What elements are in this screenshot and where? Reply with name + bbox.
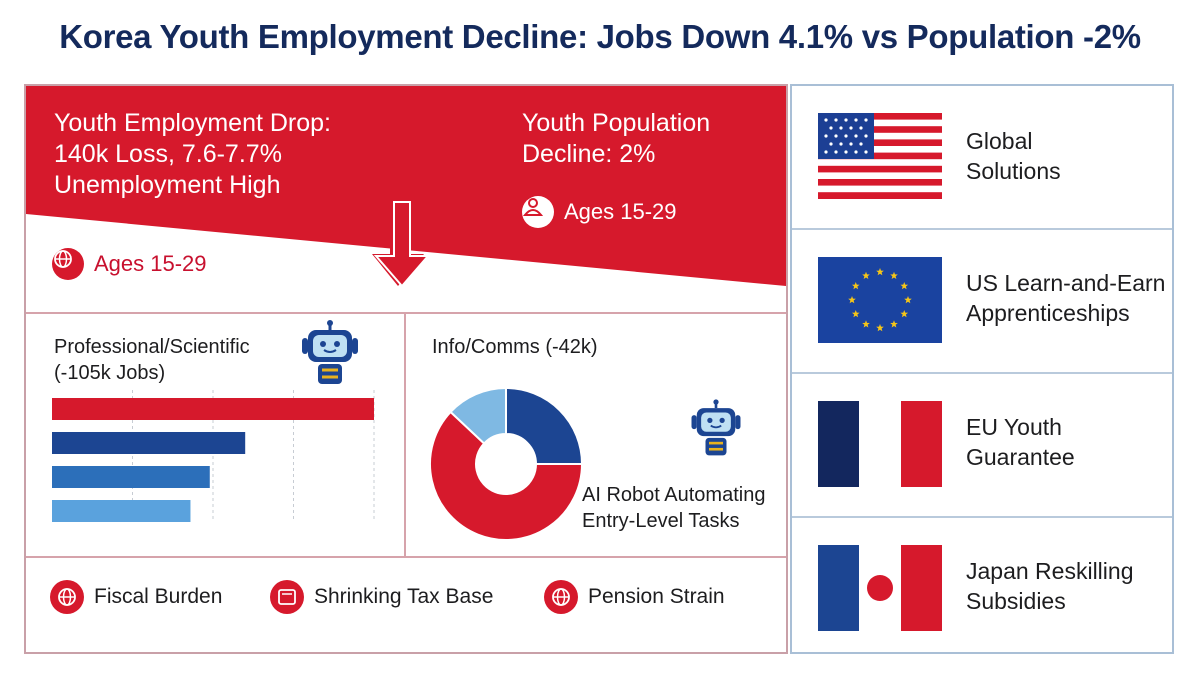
eu-flag-icon [818,257,942,343]
impact-label: Fiscal Burden [94,585,223,608]
professional-title-line-2: (-105k Jobs) [54,362,166,384]
robot-caption-line-2: Entry-Level Tasks [582,510,740,532]
france-flag-icon [818,401,942,487]
donut-slice [429,410,584,541]
employment-banner: Youth Employment Drop: 140k Loss, 7.6-7.… [26,86,786,314]
eu-star-icon [862,320,870,328]
bar-mark [52,432,246,454]
eu-star-icon [851,310,860,318]
impact-label: Shrinking Tax Base [314,585,494,608]
policy-separator [792,372,1172,374]
info-comms-title: Info/Comms (-42k) [432,336,598,358]
info-comms-donut-chart [429,386,584,541]
divider-middle [404,314,406,558]
japan-style-flag-icon [818,545,942,631]
robot-caption: AI Robot Automating Entry-Level Tasks [582,482,786,534]
bar-mark [52,398,374,420]
population-line-1: Youth Population [522,109,711,137]
globe-icon [52,248,84,280]
eu-star-icon [900,310,909,318]
policy-label-line-1: US Learn-and-Earn [966,270,1166,296]
policy-separator [792,228,1172,230]
divider-bottom [26,556,786,558]
banner-background [26,86,786,288]
eu-star-icon [890,320,898,328]
main-infographic-panel: Youth Employment Drop: 140k Loss, 7.6-7.… [24,84,788,654]
policy-solutions-panel: Global Solutions US Learn-and-Earn Appre… [790,84,1174,654]
eu-star-icon [904,296,912,304]
eu-star-icon [851,282,860,290]
policy-label: US Learn-and-Earn Apprenticeships [966,268,1166,328]
divider-top [26,312,786,314]
globe-icon [50,580,84,614]
employment-drop-line-3: Unemployment High [54,171,281,199]
population-decline-text: Youth Population Decline: 2% [522,108,782,170]
robot-caption-line-1: AI Robot Automating [582,484,766,506]
robot-icon [302,320,358,384]
policy-label-line-2: Subsidies [966,588,1066,614]
professional-scientific-title: Professional/Scientific (-105k Jobs) [54,334,250,386]
page-title: Korea Youth Employment Decline: Jobs Dow… [59,18,1141,55]
impact-fiscal-burden: Fiscal Burden [50,580,222,614]
impact-pension-strain: Pension Strain [544,580,725,614]
eu-star-icon [876,268,884,276]
ages-badge-left: Ages 15-29 [52,248,207,280]
eu-star-icon [876,324,884,332]
policy-label-line-1: EU Youth [966,414,1062,440]
ages-right-label: Ages 15-29 [564,199,677,224]
professional-bar-chart [52,390,375,522]
impact-shrinking-tax-base: Shrinking Tax Base [270,580,493,614]
policy-label: EU Youth Guarantee [966,412,1166,472]
professional-title-line-1: Professional/Scientific [54,336,250,358]
population-line-2: Decline: 2% [522,140,656,168]
eu-star-icon [862,271,870,279]
policy-label: Japan Reskilling Subsidies [966,556,1166,616]
impact-label: Pension Strain [588,585,725,608]
eu-star-icon [890,271,898,279]
policy-label-line-1: Japan Reskilling [966,558,1134,584]
eu-star-icon [900,282,909,290]
robot-icon [691,399,741,456]
policy-eu-youth-guarantee: EU Youth Guarantee [792,374,1172,516]
employment-drop-line-2: 140k Loss, 7.6-7.7% [54,140,282,168]
employment-drop-text: Youth Employment Drop: 140k Loss, 7.6-7.… [54,108,384,201]
us-flag-icon [818,113,942,199]
policy-japan-reskilling: Japan Reskilling Subsidies [792,518,1172,660]
globe-icon [544,580,578,614]
policy-label-line-2: Guarantee [966,444,1075,470]
donut-slice [505,386,584,465]
down-arrow-icon [373,201,431,288]
policy-label: Global Solutions [966,126,1166,186]
policy-separator [792,516,1172,518]
tablet-icon [270,580,304,614]
policy-global-solutions: Global Solutions [792,86,1172,228]
ages-badge-right: Ages 15-29 [522,196,677,228]
policy-label-line-2: Solutions [966,158,1061,184]
employment-drop-line-1: Youth Employment Drop: [54,109,332,137]
policy-label-line-1: Global [966,128,1033,154]
people-icon [522,196,554,228]
eu-star-icon [848,296,856,304]
policy-label-line-2: Apprenticeships [966,300,1130,326]
ages-left-label: Ages 15-29 [94,251,207,276]
policy-us-apprenticeships: US Learn-and-Earn Apprenticeships [792,230,1172,372]
bar-mark [52,466,210,488]
bar-mark [52,500,191,522]
